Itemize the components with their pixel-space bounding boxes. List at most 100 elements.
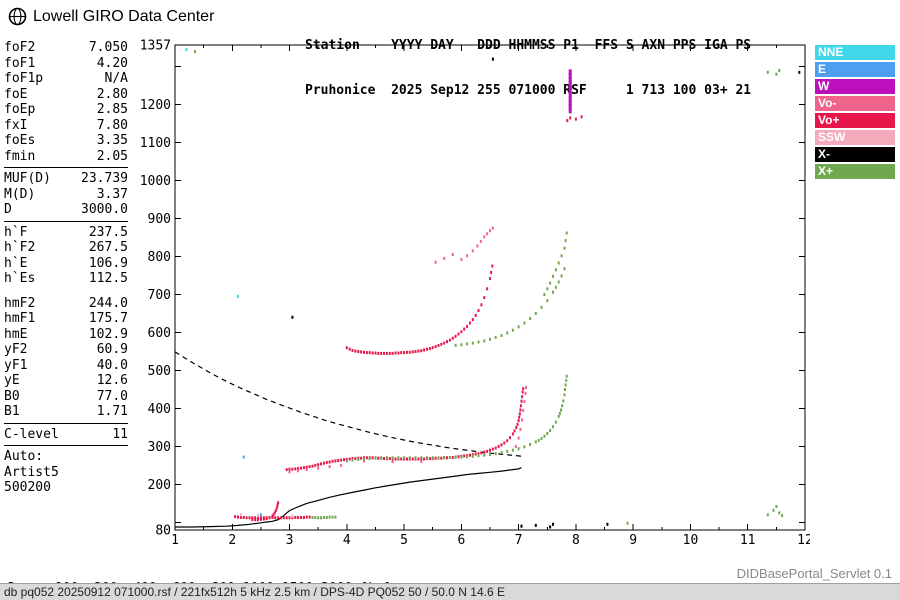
param-label: D [4,202,12,217]
y-tick-label: 200 [148,478,171,493]
axis-ticks [174,45,806,530]
x-tick-label: 9 [629,533,637,548]
x-tick-label: 12 [797,533,810,548]
line-muf-transmission-curve [174,351,525,458]
x-tick-label: 7 [515,533,523,548]
ionogram-plot: 1357120011001000900800700600500400300200… [140,39,810,549]
param-value: 7.050 [88,40,128,55]
servlet-version-label: DIDBasePortal_Servlet 0.1 [736,566,892,581]
param-label: h`F2 [4,240,36,255]
param-row-h-f2: h`F2 267.5 [4,240,128,256]
param-row-m-d: M(D) 3.37 [4,187,128,203]
param-label: C-level [4,426,59,442]
param-row-h-es: h`Es 112.5 [4,271,128,287]
x-tick-label: 2 [228,533,236,548]
param-value: 40.0 [96,357,128,373]
param-value: 244.0 [88,295,128,311]
param-label: MUF(D) [4,171,51,186]
param-value: 2.05 [96,148,128,164]
param-divider [4,220,128,222]
param-label: foF1p [4,71,44,86]
param-row-foe: foE 2.80 [4,87,128,103]
param-value: 23.739 [81,171,128,186]
lowell-giro-logo-icon [8,7,27,26]
y-tick-label: 700 [148,288,171,303]
x-tick-label: 11 [740,533,756,548]
param-row-foep: foEp 2.85 [4,102,128,118]
y-tick-label: 900 [148,212,171,227]
param-value: 3.37 [96,186,128,202]
param-value: N/A [104,71,128,86]
series-second-hop-spread-vo-minus [434,226,494,264]
brand-title: Lowell GIRO Data Center [33,7,215,25]
param-label: foEp [4,102,36,117]
x-tick-label: 3 [286,533,294,548]
param-label: yF1 [4,357,28,373]
param-label: yE [4,373,20,388]
param-label: foEs [4,133,36,148]
param-row-d: D 3000.0 [4,202,128,218]
x-tick-label: 10 [683,533,699,548]
y-tick-label: 500 [148,364,171,379]
param-label: foF2 [4,40,36,55]
brand: Lowell GIRO Data Center [8,7,214,26]
param-row-b0: B0 77.0 [4,389,128,405]
param-label: fxI [4,117,28,133]
param-label: B1 [4,404,20,419]
header-values-line: Pruhonice 2025 Sep12 255 071000 RSF 1 71… [305,83,752,98]
param-row-artist5: Artist5 [4,465,128,481]
echo-legend: NNE E W Vo- Vo+ SSW X- X+ [815,45,895,181]
param-row-hmf1: hmF1 175.7 [4,311,128,327]
series-nne-noise [185,48,239,298]
status-bar: db pq052 20250912 071000.rsf / 221fx512h… [0,583,900,600]
param-row-h-f: h`F 237.5 [4,225,128,241]
param-value: 4.20 [96,55,128,71]
y-tick-label: 400 [148,402,171,417]
legend-item-w: W [815,79,895,94]
series-f-trace-second-hop-x-mode [454,267,566,347]
param-row-500200: 500200 [4,480,128,496]
plot-frame [174,44,806,531]
x-tick-label: 4 [343,533,351,548]
param-label: foE [4,86,28,102]
param-value: 77.0 [96,388,128,404]
param-row-muf-d: MUF(D) 23.739 [4,171,128,187]
param-label: B0 [4,388,20,404]
param-row-b1: B1 1.71 [4,404,128,420]
x-tick-label: 6 [457,533,465,548]
line-true-height-profile [175,467,522,528]
param-value: 3000.0 [81,202,128,217]
param-label: M(D) [4,186,36,202]
param-value: 3.35 [96,133,128,148]
scaled-parameters-panel: foF2 7.050 foF1 4.20 foF1p N/A foE 2.80 foEp 2.85… [4,40,128,496]
param-row-auto: Auto: [4,449,128,465]
param-label: foF1 [4,55,36,71]
y-tick-label: 80 [155,524,171,539]
param-label: h`F [4,224,28,240]
param-label: hmF1 [4,311,36,326]
y-tick-label: 600 [148,326,171,341]
status-text: db pq052 20250912 071000.rsf / 221fx512h… [4,585,505,599]
param-divider [4,445,128,446]
param-row-c-level: C-level 11 [4,427,128,443]
param-label: fmin [4,148,36,164]
series-second-hop-x-spread [543,231,568,296]
param-row-fmin: fmin 2.05 [4,149,128,165]
series-e-layer-o-mode [251,501,280,522]
series-x-plus-noise [194,50,784,525]
y-tick-label: 1357 [140,39,171,54]
y-tick-label: 1200 [140,98,171,113]
param-value: 1.71 [96,404,128,419]
x-tick-label: 8 [572,533,580,548]
legend-item-vo: Vo+ [815,113,895,128]
param-label: h`Es [4,271,36,286]
y-tick-label: 1000 [140,174,171,189]
legend-item-x: X- [815,147,895,162]
param-value: 7.80 [96,117,128,133]
legend-item-vo: Vo- [815,96,895,111]
param-divider [4,167,128,168]
legend-item-nne: NNE [815,45,895,60]
series-f-spread-vo-minus [288,386,528,474]
param-label: Artist5 [4,464,59,480]
